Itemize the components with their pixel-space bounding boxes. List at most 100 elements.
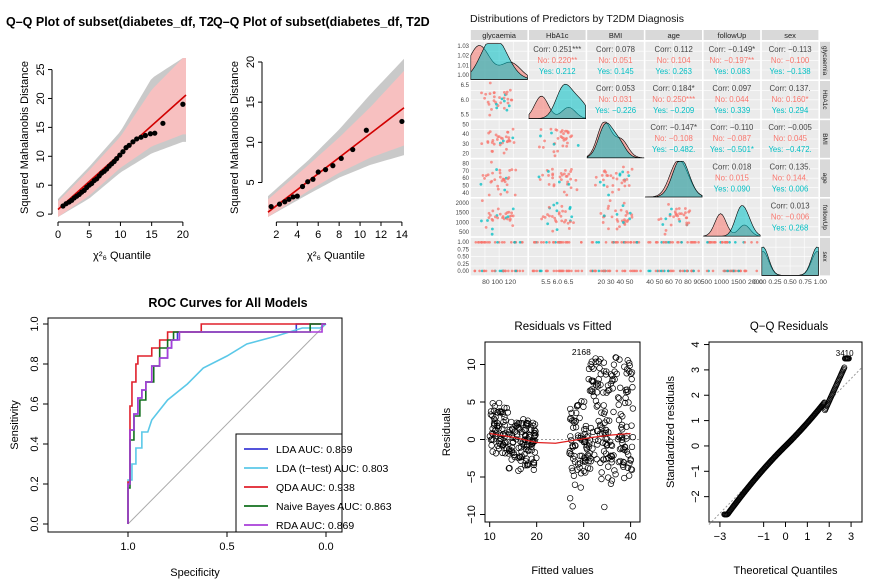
scatter-point [507, 210, 511, 214]
scatter-point [496, 216, 500, 220]
data-point [571, 419, 578, 426]
data-point [606, 417, 613, 424]
scatter-point [560, 219, 564, 223]
scatter-point [602, 178, 605, 182]
data-point [528, 443, 535, 450]
data-point [607, 441, 615, 449]
scatter-point [535, 269, 539, 273]
qq1-plot: 0 5 10 15 20 0 5 10 15 20 25 χ²₆ Quantile Squared Ma… [19, 58, 189, 262]
scatter-point [495, 138, 499, 141]
scatter-point [575, 188, 579, 192]
x-tick-label: 5 [86, 229, 92, 241]
data-point [521, 451, 528, 458]
data-point [610, 408, 617, 416]
x-axis-label: Theoretical Quantiles [734, 565, 838, 577]
data-point [589, 445, 596, 452]
data-point [488, 430, 496, 437]
density-yes [761, 246, 819, 276]
scatter-point [732, 269, 736, 273]
scatter-point [662, 241, 666, 244]
y-tick-label: 0 [466, 436, 478, 442]
density-yes [645, 160, 703, 198]
scatter-point [537, 145, 541, 149]
data-point [573, 409, 580, 417]
scatter-point [510, 211, 514, 215]
scatter-point [627, 174, 631, 178]
scatter-point [685, 221, 689, 225]
scatter-point [540, 269, 543, 273]
scatter-point [626, 241, 630, 244]
data-point [619, 426, 626, 433]
data-point [582, 469, 589, 476]
data-point [580, 403, 587, 410]
scatter-point [755, 241, 759, 244]
scatter-point [552, 241, 556, 244]
data-point [597, 370, 604, 378]
data-point [628, 466, 636, 473]
data-point [522, 433, 529, 440]
data-point [598, 469, 605, 476]
scatter-point [506, 101, 510, 105]
data-point [628, 443, 636, 451]
data-point [611, 368, 618, 375]
scatter-point [555, 201, 559, 205]
scatter-point [561, 144, 565, 148]
y-tick-label: 1.02 [457, 54, 469, 60]
scatter-point [498, 143, 502, 147]
scatter-point [635, 269, 639, 273]
scatter-point [624, 214, 628, 217]
scatter-point [710, 241, 714, 244]
data-point [624, 357, 631, 364]
data-point [142, 132, 149, 139]
strip-top-label: sex [784, 31, 796, 40]
scatter-point [608, 199, 612, 203]
data-point [494, 409, 502, 416]
strip-top-label: glycaemia [482, 31, 517, 40]
scatter-point [564, 169, 567, 172]
scatter-point [624, 241, 627, 244]
scatter-point [664, 217, 668, 221]
scatter-point [567, 172, 571, 176]
data-point [338, 155, 344, 161]
pairs-title: Distributions of Predictors by T2DM Diag… [470, 13, 684, 25]
scatter-point [562, 190, 566, 194]
scatter-point [503, 188, 507, 192]
corr-overall: Corr: −0.113 [769, 45, 812, 54]
corr-no: No: 0.160* [772, 95, 809, 104]
y-tick-label: 0 [35, 211, 47, 217]
scatter-point [621, 170, 625, 174]
scatter-point [685, 223, 689, 227]
data-point [576, 414, 583, 422]
plot-frame [484, 341, 641, 523]
data-point [299, 183, 306, 190]
data-point [581, 398, 588, 405]
x-tick-label: 2 [826, 531, 832, 543]
scatter-point [539, 128, 543, 131]
data-point [487, 411, 495, 418]
scatter-point [666, 269, 670, 273]
scatter-point [498, 171, 502, 175]
scatter-point [558, 241, 562, 244]
scatter-point [611, 176, 615, 180]
scatter-point [505, 147, 508, 151]
scatter-point [619, 208, 623, 212]
scatter-point [483, 177, 486, 180]
qq2-plot: 2 4 6 8 10 12 14 5 10 15 20 χ²₆ Quantile Squared Mah… [229, 56, 408, 262]
data-point [621, 446, 628, 454]
strip-top [470, 30, 528, 40]
scatter-point [482, 269, 486, 273]
scatter-point [509, 241, 513, 244]
scatter-point [606, 207, 610, 210]
scatter-point [511, 136, 515, 140]
data-point [508, 425, 516, 432]
scatter-point [533, 241, 536, 244]
scatter-point [492, 91, 496, 95]
scatter-point [593, 269, 596, 273]
data-point [629, 384, 636, 391]
strip-top [761, 30, 819, 40]
corr-yes: Yes: 0.212 [539, 67, 576, 76]
data-point [597, 459, 604, 466]
y-tick-label: 5 [35, 182, 47, 188]
data-point [584, 464, 592, 472]
